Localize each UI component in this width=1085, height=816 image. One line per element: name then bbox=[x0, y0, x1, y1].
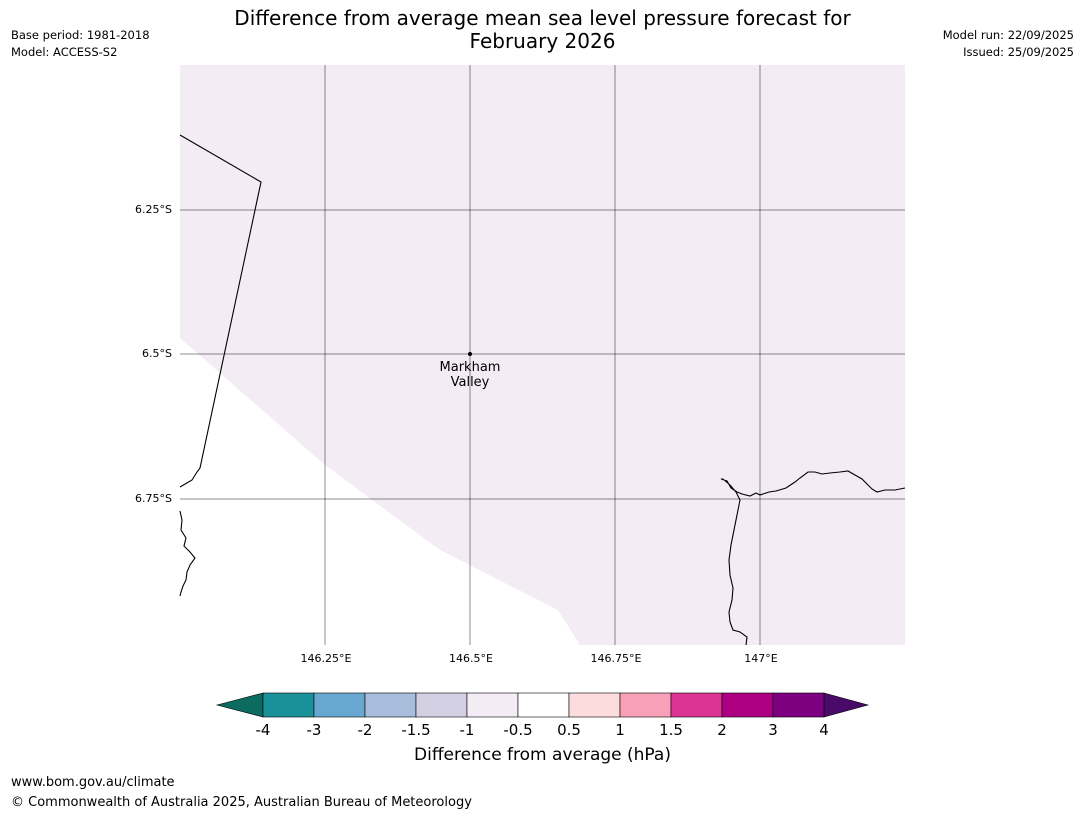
colorbar-tick-label: 1.5 bbox=[659, 721, 683, 739]
coastline-west bbox=[179, 510, 196, 597]
lon-label-146-75: 146.75°E bbox=[590, 652, 642, 665]
colorbar-tick-label: 3 bbox=[768, 721, 778, 739]
metadata-left: Base period: 1981-2018 Model: ACCESS-S2 bbox=[11, 27, 150, 61]
coastline-east bbox=[720, 470, 906, 646]
colorbar-segment bbox=[568, 692, 621, 718]
model-name: Model: ACCESS-S2 bbox=[11, 45, 118, 59]
colorbar-segment bbox=[772, 692, 825, 718]
colorbar-tick-label: -4 bbox=[255, 721, 271, 739]
lon-label-147: 147°E bbox=[744, 652, 778, 665]
colorbar-tick-label: 0.5 bbox=[557, 721, 581, 739]
colorbar-tick-label: -2 bbox=[357, 721, 373, 739]
colorbar-segment bbox=[415, 692, 468, 718]
place-name-line-1: Markham bbox=[439, 360, 501, 375]
model-run: Model run: 22/09/2025 bbox=[942, 28, 1074, 42]
place-label: Markham Valley bbox=[410, 360, 530, 390]
colorbar-tick-label: 1 bbox=[615, 721, 625, 739]
place-marker bbox=[468, 352, 472, 356]
colorbar-tick-label: -1.5 bbox=[401, 721, 431, 739]
footer-url: www.bom.gov.au/climate bbox=[11, 775, 175, 790]
lat-label-6-5: 6.5°S bbox=[142, 347, 172, 360]
colorbar bbox=[215, 692, 870, 718]
lon-label-146-5: 146.5°E bbox=[449, 652, 493, 665]
coastlines bbox=[179, 134, 906, 646]
base-period: Base period: 1981-2018 bbox=[11, 28, 150, 42]
colorbar-tick-label: -0.5 bbox=[503, 721, 533, 739]
colorbar-tick-label: 2 bbox=[717, 721, 727, 739]
title-line-2: February 2026 bbox=[469, 29, 616, 53]
forecast-shading-area bbox=[180, 65, 905, 645]
chart-title: Difference from average mean sea level p… bbox=[180, 7, 905, 53]
lat-label-6-75: 6.75°S bbox=[135, 492, 172, 505]
lon-label-146-25: 146.25°E bbox=[300, 652, 352, 665]
place-name-line-2: Valley bbox=[450, 375, 490, 390]
colorbar-title: Difference from average (hPa) bbox=[414, 745, 671, 765]
lat-label-6-25: 6.25°S bbox=[135, 203, 172, 216]
colorbar-under-arrow bbox=[215, 692, 264, 718]
colorbar-segment bbox=[517, 692, 570, 718]
colorbar-segment bbox=[619, 692, 672, 718]
colorbar-segment bbox=[364, 692, 417, 718]
colorbar-segment bbox=[670, 692, 723, 718]
footer-copyright: © Commonwealth of Australia 2025, Austra… bbox=[11, 795, 472, 810]
metadata-right: Model run: 22/09/2025 Issued: 25/09/2025 bbox=[943, 27, 1074, 61]
graticule bbox=[180, 65, 905, 645]
colorbar-over-arrow bbox=[823, 692, 870, 718]
colorbar-tick-label: 4 bbox=[819, 721, 829, 739]
border-line-west bbox=[179, 134, 262, 488]
colorbar-tick-label: -3 bbox=[306, 721, 322, 739]
colorbar-tick-label: -1 bbox=[459, 721, 475, 739]
colorbar-segment bbox=[721, 692, 774, 718]
colorbar-segment bbox=[262, 692, 315, 718]
title-line-1: Difference from average mean sea level p… bbox=[234, 6, 851, 30]
colorbar-segment bbox=[466, 692, 519, 718]
issued-date: Issued: 25/09/2025 bbox=[963, 45, 1074, 59]
colorbar-segment bbox=[313, 692, 366, 718]
